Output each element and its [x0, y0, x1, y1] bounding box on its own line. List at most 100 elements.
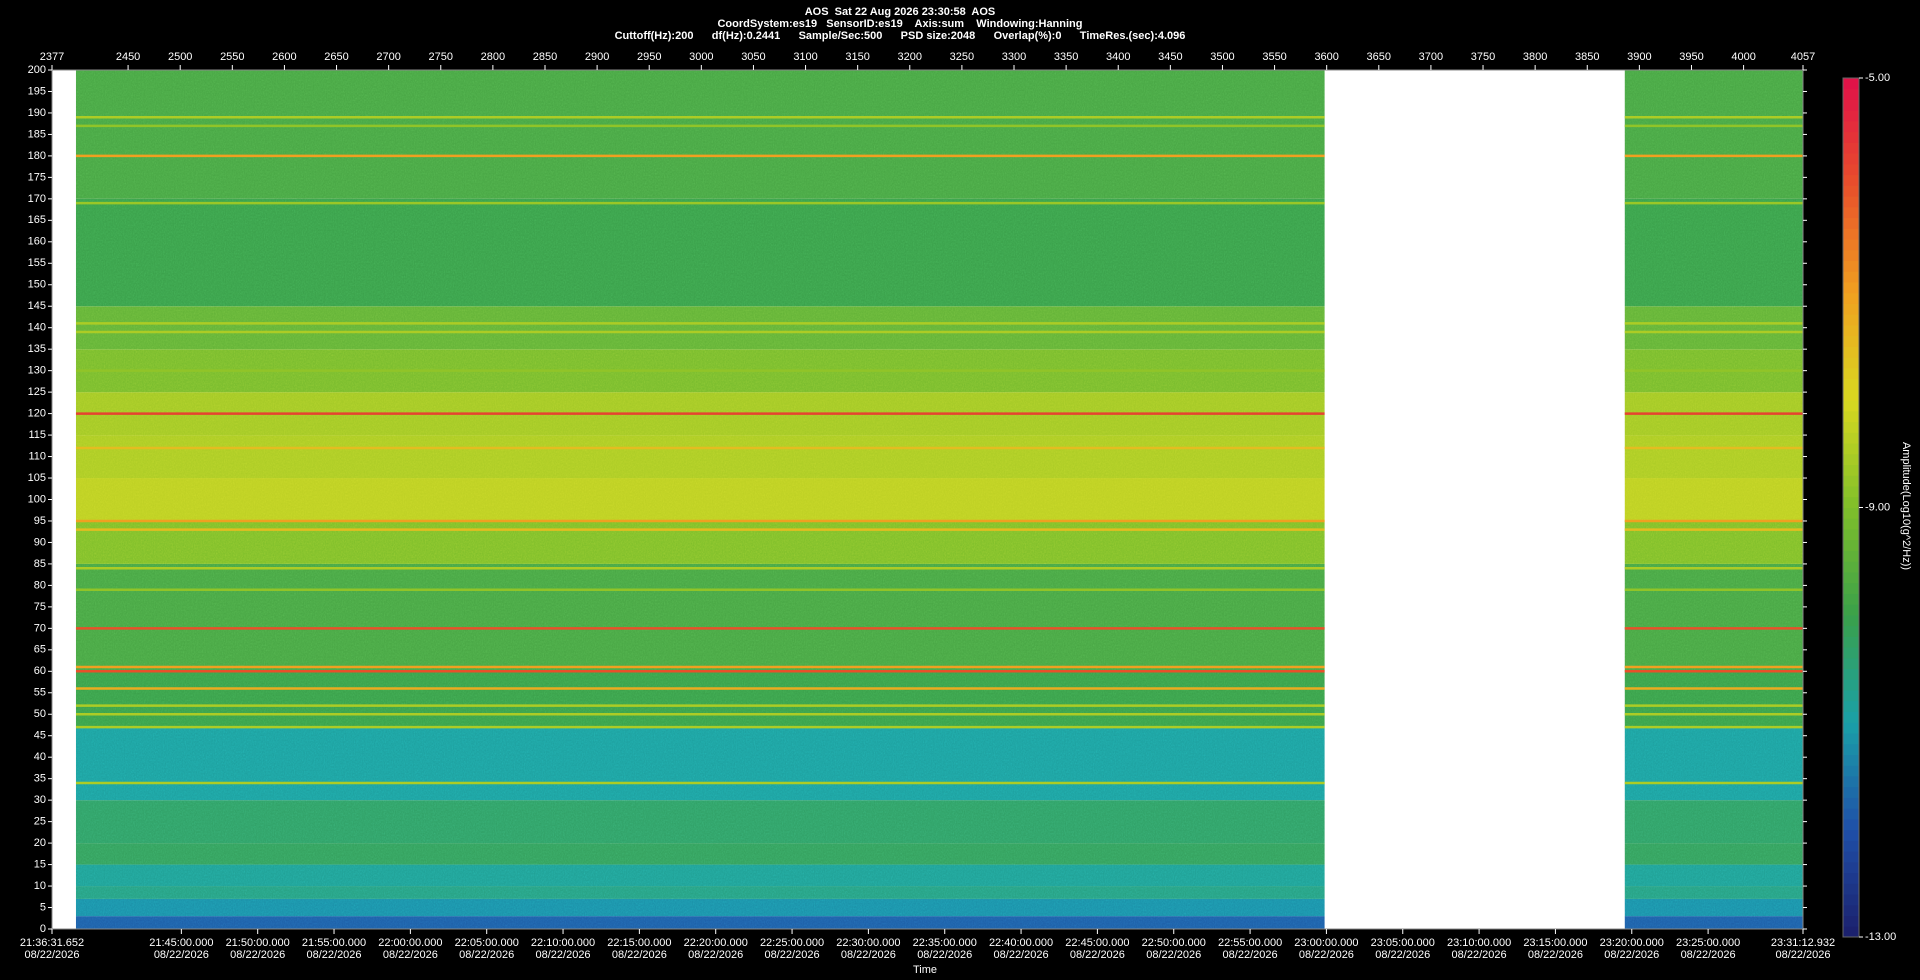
- y-tick-label: 15: [34, 858, 46, 870]
- time-tick-label: 23:10:00.000: [1447, 937, 1511, 949]
- colorbar-step: [1843, 410, 1859, 423]
- colorbar-step: [1843, 743, 1859, 755]
- date-tick-label: 08/22/2026: [536, 949, 591, 961]
- date-tick-label: 08/22/2026: [1775, 949, 1830, 961]
- date-tick-label: 08/22/2026: [917, 949, 972, 961]
- colorbar-step: [1843, 829, 1859, 841]
- colorbar-step: [1843, 163, 1859, 176]
- colorbar-step: [1843, 808, 1859, 820]
- colorbar-step: [1843, 593, 1859, 605]
- colorbar-step: [1843, 432, 1859, 444]
- x-tick-label: 2700: [376, 51, 400, 63]
- colorbar-step: [1843, 797, 1859, 809]
- time-tick-label: 22:50:00.000: [1142, 937, 1206, 949]
- colorbar-step: [1843, 464, 1859, 476]
- colorbar-step: [1843, 732, 1859, 745]
- y-tick-label: 60: [34, 665, 46, 677]
- time-tick-label: 21:36:31.652: [20, 937, 84, 949]
- colorbar-step: [1843, 260, 1859, 272]
- time-tick-label: 22:00:00.000: [378, 937, 442, 949]
- y-tick-label: 145: [28, 300, 46, 312]
- time-tick-label: 23:25:00.000: [1676, 937, 1740, 949]
- colorbar-step: [1843, 314, 1859, 326]
- y-tick-label: 65: [34, 644, 46, 656]
- colorbar-step: [1843, 400, 1859, 412]
- y-tick-label: 160: [28, 236, 46, 248]
- y-tick-label: 80: [34, 579, 46, 591]
- colorbar-step: [1843, 174, 1859, 186]
- x-tick-label: 3650: [1367, 51, 1391, 63]
- colorbar-step: [1843, 872, 1859, 884]
- date-tick-label: 08/22/2026: [994, 949, 1049, 961]
- y-tick-label: 105: [28, 472, 46, 484]
- colorbar-step: [1843, 346, 1859, 358]
- colorbar-step: [1843, 367, 1859, 380]
- time-tick-label: 21:55:00.000: [302, 937, 366, 949]
- noise-texture: [1624, 70, 1803, 929]
- colorbar-step: [1843, 486, 1859, 498]
- colorbar-step: [1843, 754, 1859, 766]
- y-tick-label: 175: [28, 171, 46, 183]
- y-tick-label: 100: [28, 493, 46, 505]
- colorbar-step: [1843, 894, 1859, 906]
- colorbar-step: [1843, 249, 1859, 262]
- time-tick-label: 22:35:00.000: [913, 937, 977, 949]
- colorbar-step: [1843, 528, 1859, 541]
- colorbar-step: [1843, 142, 1859, 154]
- colorbar-step: [1843, 571, 1859, 584]
- x-tick-label: 2550: [220, 51, 244, 63]
- colorbar-step: [1843, 389, 1859, 401]
- y-tick-label: 35: [34, 773, 46, 785]
- y-tick-label: 195: [28, 85, 46, 97]
- y-tick-label: 70: [34, 622, 46, 634]
- y-tick-label: 10: [34, 880, 46, 892]
- date-tick-label: 08/22/2026: [612, 949, 667, 961]
- y-tick-label: 115: [28, 429, 46, 441]
- colorbar-step: [1843, 904, 1859, 917]
- data-segment: [1624, 70, 1803, 929]
- date-tick-label: 08/22/2026: [1604, 949, 1659, 961]
- date-tick-label: 08/22/2026: [1452, 949, 1507, 961]
- x-tick-label: 3850: [1575, 51, 1599, 63]
- colorbar-step: [1843, 282, 1859, 294]
- time-tick-label: 22:30:00.000: [836, 937, 900, 949]
- data-segment: [75, 70, 1325, 929]
- time-tick-label: 22:25:00.000: [760, 937, 824, 949]
- y-tick-label: 135: [28, 343, 46, 355]
- colorbar-step: [1843, 443, 1859, 455]
- colorbar-step: [1843, 110, 1859, 122]
- y-tick-label: 170: [28, 193, 46, 205]
- y-tick-label: 200: [28, 64, 46, 76]
- colorbar-step: [1843, 131, 1859, 143]
- y-tick-label: 0: [40, 923, 46, 935]
- y-tick-label: 30: [34, 794, 46, 806]
- x-tick-label: 2450: [116, 51, 140, 63]
- x-tick-label: 2500: [168, 51, 192, 63]
- y-tick-label: 85: [34, 558, 46, 570]
- x-tick-label: 4057: [1791, 51, 1815, 63]
- date-tick-label: 08/22/2026: [230, 949, 285, 961]
- colorbar-step: [1843, 636, 1859, 648]
- date-tick-label: 08/22/2026: [383, 949, 438, 961]
- colorbar-step: [1843, 582, 1859, 594]
- x-axis-label: Time: [913, 964, 937, 976]
- colorbar-step: [1843, 657, 1859, 670]
- colorbar-step: [1843, 78, 1859, 90]
- colorbar-step: [1843, 775, 1859, 788]
- chart-title: AOS Sat 22 Aug 2026 23:30:58 AOS: [805, 6, 996, 18]
- date-tick-label: 08/22/2026: [154, 949, 209, 961]
- colorbar-step: [1843, 239, 1859, 251]
- y-tick-label: 130: [28, 365, 46, 377]
- colorbar-step: [1843, 539, 1859, 551]
- time-tick-label: 23:31:12.932: [1771, 937, 1835, 949]
- colorbar-step: [1843, 786, 1859, 798]
- x-tick-label: 4000: [1731, 51, 1755, 63]
- colorbar-step: [1843, 335, 1859, 347]
- colorbar-step: [1843, 120, 1859, 133]
- colorbar-step: [1843, 324, 1859, 337]
- colorbar-step: [1843, 271, 1859, 283]
- colorbar-step: [1843, 765, 1859, 777]
- x-tick-label: 3450: [1158, 51, 1182, 63]
